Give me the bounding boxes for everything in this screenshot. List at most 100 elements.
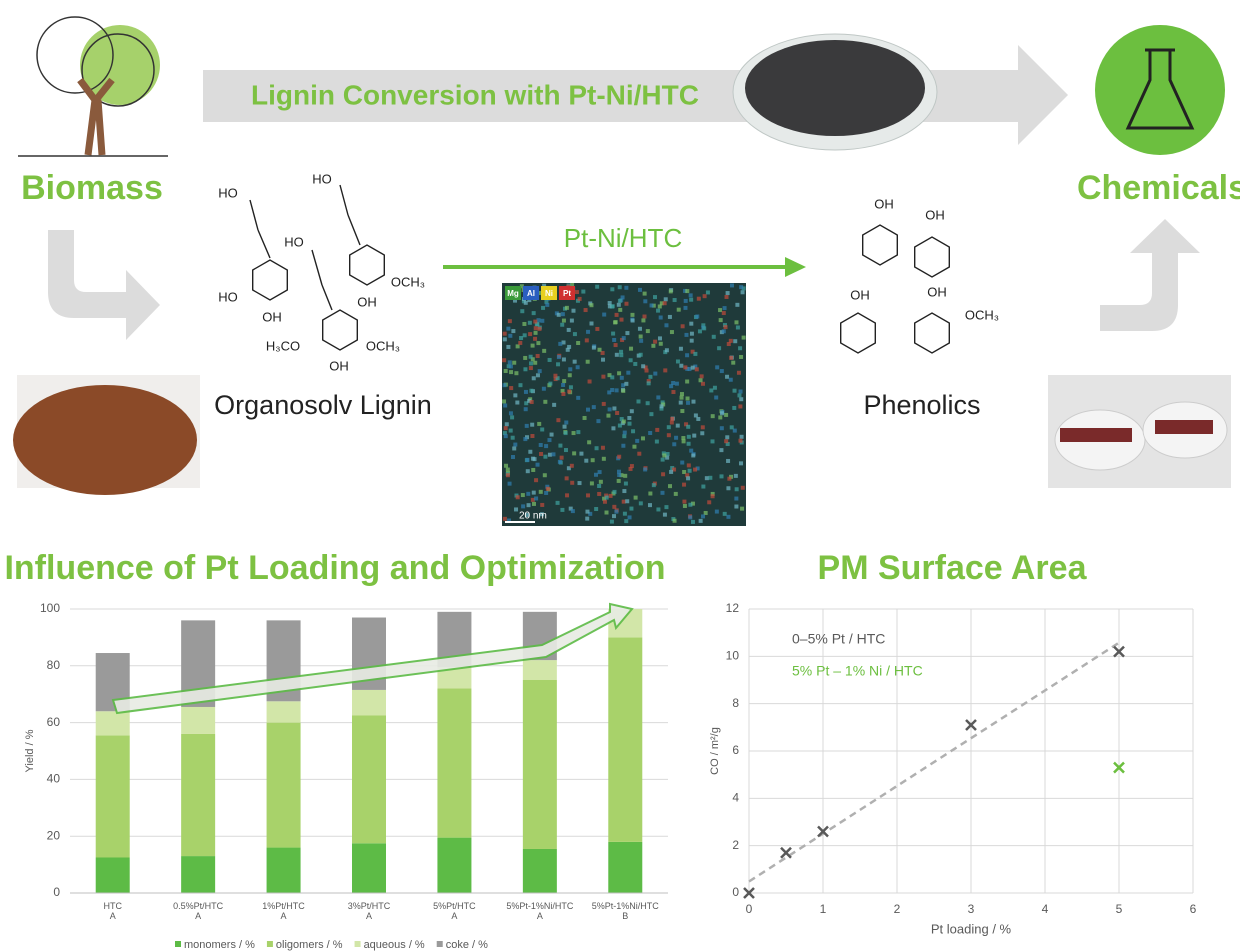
edx-speck [621, 499, 626, 504]
edx-speck [660, 400, 665, 405]
bond [321, 284, 333, 311]
edx-speck [614, 352, 619, 357]
edx-speck [688, 515, 693, 520]
edx-speck [594, 507, 599, 512]
edx-speck [654, 439, 659, 444]
edx-speck [686, 400, 691, 405]
edx-speck [670, 416, 675, 421]
edx-speck [610, 304, 615, 309]
x-tick-label: 6 [1190, 902, 1197, 916]
edx-speck [686, 463, 691, 468]
edx-speck [560, 507, 565, 512]
edx-speck [662, 301, 667, 306]
edx-speck [611, 331, 616, 336]
benzene-ring [914, 312, 950, 354]
edx-speck [600, 445, 605, 450]
edx-speck [668, 289, 673, 294]
marker [817, 825, 829, 838]
edx-speck [675, 423, 680, 428]
edx-speck [646, 381, 651, 386]
marker [1113, 761, 1125, 774]
edx-legend-label: Mg [507, 289, 519, 298]
edx-speck [624, 519, 629, 524]
edx-speck [739, 354, 744, 359]
edx-speck [661, 472, 666, 477]
edx-speck [644, 368, 649, 373]
edx-speck [735, 302, 740, 307]
edx-speck [565, 493, 570, 498]
edx-speck [718, 308, 723, 313]
edx-speck [551, 452, 556, 457]
edx-speck [502, 399, 507, 404]
edx-speck [566, 327, 571, 332]
edx-speck [718, 415, 723, 420]
atom-label: HO [284, 234, 304, 249]
edx-speck [666, 425, 671, 430]
legend-swatch [266, 941, 273, 947]
bar-segment [266, 847, 301, 893]
edx-speck [561, 391, 566, 396]
edx-speck [526, 491, 531, 496]
edx-speck [528, 449, 533, 454]
edx-speck [597, 491, 602, 496]
edx-speck [686, 424, 691, 429]
edx-speck [541, 305, 546, 310]
edx-speck [623, 481, 628, 486]
edx-speck [719, 369, 724, 374]
x-tick-label: 0.5%Pt/HTC A [173, 901, 224, 921]
edx-speck [738, 404, 743, 409]
edx-speck [726, 342, 731, 347]
x-tick-label: 0 [746, 902, 753, 916]
edx-speck [587, 440, 592, 445]
edx-speck [640, 436, 645, 441]
edx-speck [545, 484, 550, 489]
edx-speck [567, 344, 572, 349]
edx-speck [619, 349, 624, 354]
edx-speck [727, 476, 732, 481]
edx-speck [645, 329, 650, 334]
edx-speck [502, 516, 507, 521]
atom-label: H₃CO [266, 338, 300, 353]
catalyst-powder [745, 40, 925, 136]
edx-speck [685, 379, 690, 384]
edx-speck [652, 295, 657, 300]
edx-speck [510, 455, 515, 460]
marker [743, 887, 755, 899]
edx-speck [523, 355, 528, 360]
edx-speck [679, 392, 684, 397]
edx-speck [540, 318, 545, 323]
edx-speck [741, 335, 746, 340]
edx-speck [561, 382, 566, 387]
edx-speck [687, 367, 692, 372]
edx-speck [627, 515, 632, 520]
edx-speck [527, 298, 532, 303]
edx-speck [525, 469, 530, 474]
atom-label: OCH₃ [366, 338, 400, 353]
edx-speck [617, 473, 622, 478]
edx-speck [675, 359, 680, 364]
edx-speck [601, 374, 606, 379]
edx-speck [577, 481, 582, 486]
edx-speck [621, 443, 626, 448]
edx-speck [575, 365, 580, 370]
edx-speck [510, 415, 515, 420]
edx-speck [627, 421, 632, 426]
legend-label: 0–5% Pt / HTC [792, 631, 885, 647]
y-tick-label: 2 [732, 838, 739, 852]
edx-speck [719, 474, 724, 479]
edx-speck [725, 374, 730, 379]
bond [347, 214, 361, 246]
edx-speck [664, 323, 669, 328]
flask-icon [1095, 25, 1225, 155]
edx-speck [553, 373, 558, 378]
edx-speck [613, 343, 618, 348]
edx-speck [680, 409, 685, 414]
edx-speck [739, 461, 744, 466]
biomass-label: Biomass [21, 169, 163, 207]
edx-speck [667, 314, 672, 319]
feed-label: Organosolv Lignin [214, 390, 432, 420]
edx-speck [591, 405, 596, 410]
curved-arrow [48, 230, 160, 340]
edx-speck [719, 448, 724, 453]
edx-speck [538, 291, 543, 296]
